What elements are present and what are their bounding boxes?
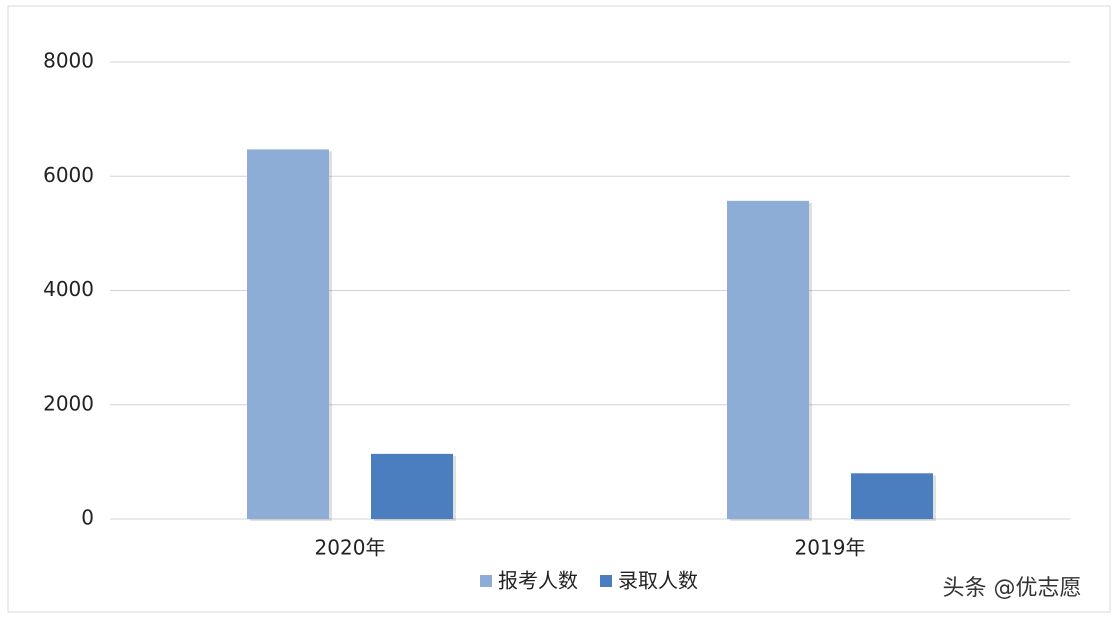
- chart-frame: [7, 5, 1111, 613]
- y-tick-label: 0: [81, 506, 94, 530]
- watermark: 头条 @优志愿: [943, 576, 1082, 601]
- legend-label: 录取人数: [618, 569, 698, 593]
- bar: [727, 200, 809, 519]
- bar: [371, 453, 453, 519]
- legend-swatch: [600, 575, 612, 587]
- y-tick-label: 8000: [43, 49, 94, 73]
- y-tick-label: 4000: [43, 277, 94, 301]
- x-tick-label: 2020年: [315, 536, 386, 560]
- y-tick-label: 2000: [43, 391, 94, 415]
- legend-swatch: [480, 575, 492, 587]
- y-tick-label: 6000: [43, 163, 94, 187]
- legend-label: 报考人数: [498, 569, 578, 593]
- bar: [247, 149, 329, 519]
- bar: [851, 473, 933, 519]
- x-tick-label: 2019年: [795, 536, 866, 560]
